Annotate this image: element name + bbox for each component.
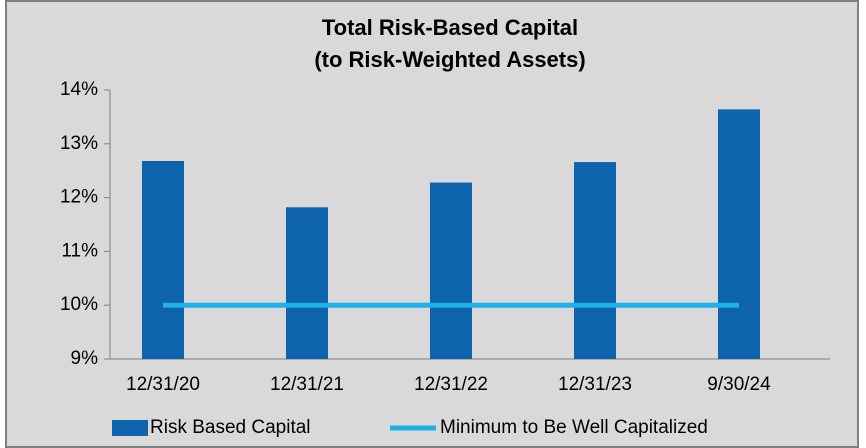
bar	[286, 207, 328, 359]
y-tick-label: 9%	[71, 348, 99, 369]
x-tick-label: 12/31/20	[126, 374, 200, 395]
legend-label: Minimum to Be Well Capitalized	[440, 417, 708, 438]
x-tick-label: 12/31/23	[558, 374, 632, 395]
chart-title: Total Risk-Based Capital	[322, 15, 578, 40]
bar	[718, 109, 760, 359]
y-tick-label: 11%	[61, 240, 98, 261]
x-tick-label: 9/30/24	[707, 374, 771, 395]
legend-label: Risk Based Capital	[150, 417, 311, 438]
bar	[574, 162, 616, 359]
bar	[430, 182, 472, 359]
y-tick-label: 10%	[60, 294, 98, 315]
y-tick-label: 14%	[60, 79, 98, 100]
y-tick-label: 12%	[60, 187, 98, 208]
bar	[142, 161, 184, 359]
x-tick-label: 12/31/21	[270, 374, 344, 395]
chart-subtitle: (to Risk-Weighted Assets)	[314, 47, 585, 72]
legend-swatch	[112, 420, 148, 436]
x-tick-label: 12/31/22	[414, 374, 488, 395]
y-tick-label: 13%	[60, 133, 98, 154]
